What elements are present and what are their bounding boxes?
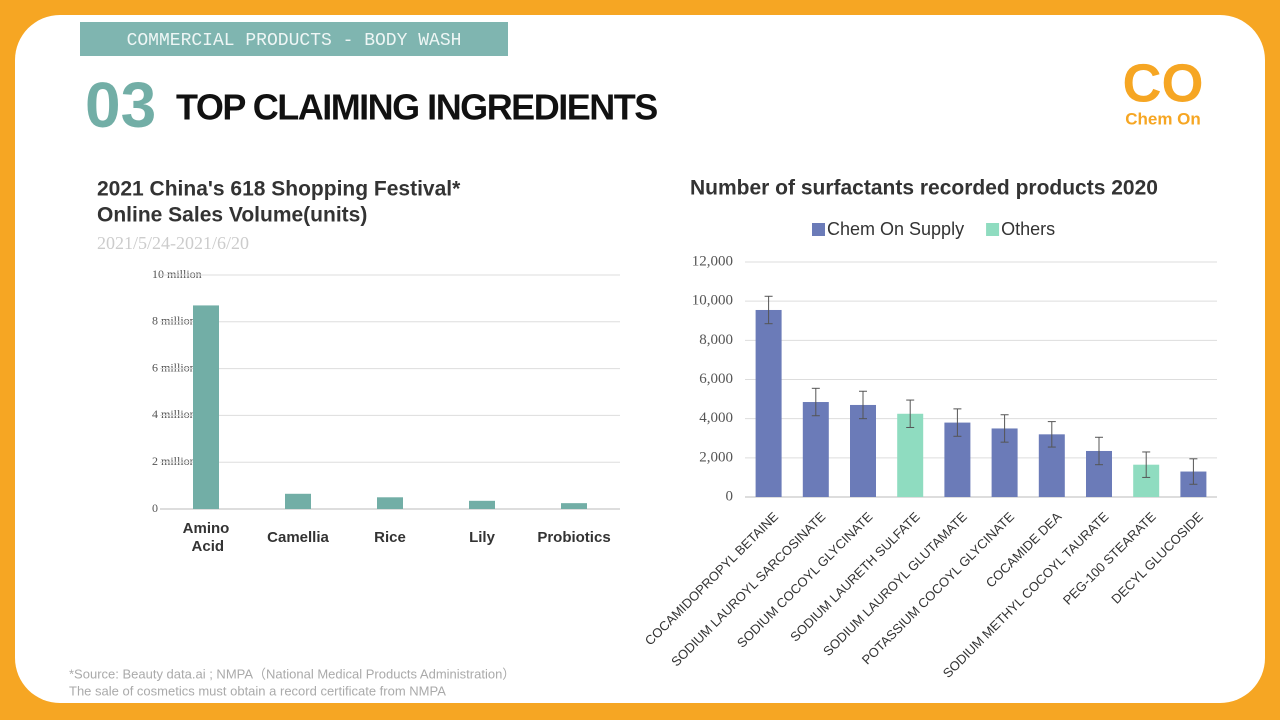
- bar: [561, 503, 587, 509]
- y-tick-label: 10 million: [152, 267, 202, 281]
- y-tick-label: 2,000: [699, 449, 733, 465]
- y-tick-label: 2 million: [152, 454, 196, 468]
- y-tick-label: 4 million: [152, 407, 196, 421]
- bar: [193, 305, 219, 509]
- logo-name: Chem On: [1125, 109, 1201, 128]
- x-tick-label: Camellia: [267, 529, 329, 546]
- bar: [755, 309, 782, 497]
- y-tick-label: 6,000: [699, 371, 733, 387]
- y-tick-label: 8,000: [699, 332, 733, 348]
- y-tick-label: 10,000: [692, 293, 733, 309]
- logo-mark: CO: [1123, 53, 1204, 113]
- x-tick-label: Probiotics: [537, 529, 610, 546]
- bar: [285, 493, 311, 509]
- footer-note: The sale of cosmetics must obtain a reco…: [69, 683, 446, 698]
- bar: [850, 404, 876, 497]
- bar: [377, 497, 403, 509]
- tag-box: [80, 22, 508, 56]
- chart-title: Number of surfactants recorded products …: [690, 177, 1158, 200]
- x-tick-label: Lily: [469, 529, 495, 546]
- legend-label: Chem On Supply: [827, 219, 964, 239]
- chart-subtitle: 2021/5/24-2021/6/20: [97, 233, 249, 253]
- x-tick-label: Amino Acid: [183, 520, 230, 555]
- legend-label: Others: [1001, 219, 1055, 239]
- panel: [15, 15, 1265, 703]
- y-tick-label: 8 million: [152, 314, 196, 328]
- legend-swatch: [812, 223, 825, 236]
- header-title: TOP CLAIMING INGREDIENTS: [176, 87, 657, 128]
- y-tick-label: 0: [726, 488, 734, 504]
- chart-title: Online Sales Volume(units): [97, 204, 367, 227]
- chart-title: 2021 China's 618 Shopping Festival*: [97, 178, 461, 201]
- bar: [469, 500, 495, 509]
- y-tick-label: 12,000: [692, 253, 733, 269]
- header-number: 03: [85, 69, 156, 141]
- bar: [802, 402, 829, 497]
- y-tick-label: 0: [152, 501, 158, 515]
- x-tick-label: Rice: [374, 529, 406, 546]
- y-tick-label: 6 million: [152, 360, 196, 374]
- footer-note: *Source: Beauty data.ai ; NMPA（National …: [69, 666, 515, 681]
- y-tick-label: 4,000: [699, 410, 733, 426]
- legend-swatch: [986, 223, 1000, 236]
- header-tag: COMMERCIAL PRODUCTS - BODY WASH: [127, 31, 462, 51]
